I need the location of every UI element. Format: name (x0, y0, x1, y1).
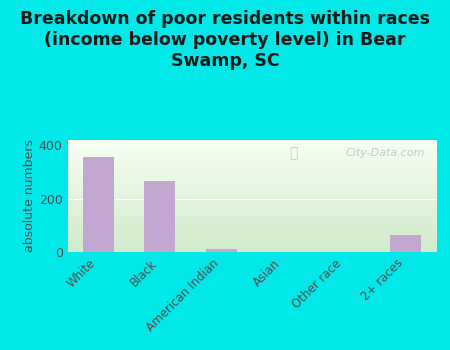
Text: City-Data.com: City-Data.com (346, 148, 425, 159)
Bar (391, 234, 421, 252)
Bar (206, 248, 237, 252)
Bar (144, 181, 175, 252)
Text: ⓘ: ⓘ (289, 146, 297, 160)
Bar (83, 158, 113, 252)
Y-axis label: absolute numbers: absolute numbers (23, 140, 36, 252)
Text: Breakdown of poor residents within races
(income below poverty level) in Bear
Sw: Breakdown of poor residents within races… (20, 10, 430, 70)
